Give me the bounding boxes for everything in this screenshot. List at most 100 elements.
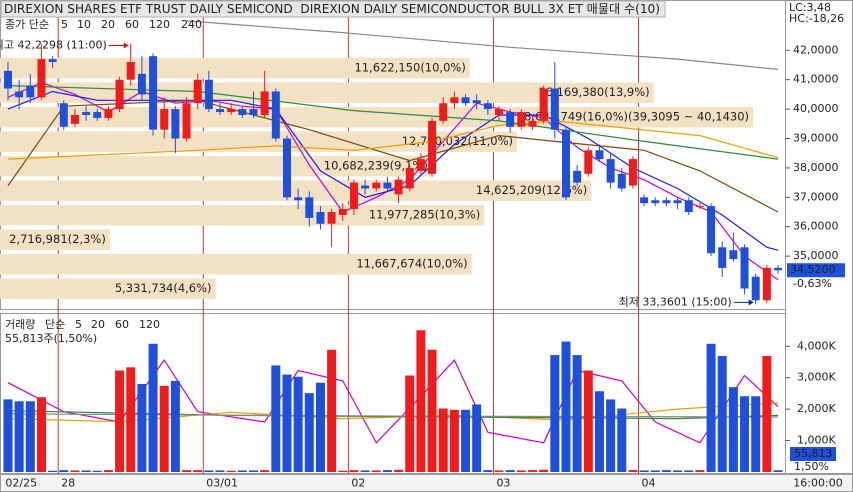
candle-body xyxy=(550,88,559,130)
volume-bar xyxy=(673,470,683,472)
volume-bar xyxy=(751,396,761,472)
volume-bar xyxy=(472,404,482,472)
x-tick-label: 04 xyxy=(642,477,656,490)
candle-body xyxy=(483,103,492,110)
volume-bar xyxy=(561,341,571,472)
profile-bar xyxy=(0,278,216,299)
profile-bar xyxy=(0,229,110,250)
candle-body xyxy=(416,159,425,171)
legend-item: 5 xyxy=(61,18,68,31)
volume-bar xyxy=(706,343,716,472)
volume-bar xyxy=(594,391,604,472)
volume-bar xyxy=(550,355,560,472)
candle-body xyxy=(394,179,403,195)
candle-body xyxy=(461,97,470,104)
candle-body xyxy=(651,200,660,204)
volume-bar xyxy=(427,349,437,472)
volume-bar xyxy=(249,470,258,472)
volume-bar xyxy=(215,470,225,472)
candle-body xyxy=(684,200,693,213)
volume-bar xyxy=(48,470,58,472)
volume-subtitle: 55,813주(1,50%) xyxy=(5,332,97,345)
x-tick-label: 03/01 xyxy=(206,477,238,490)
candle-body xyxy=(3,70,12,89)
candle-body xyxy=(37,59,46,98)
candle-body xyxy=(506,112,515,127)
last-price-box xyxy=(787,263,845,278)
volume-bar xyxy=(36,397,46,472)
candle-body xyxy=(673,200,682,204)
candle-body xyxy=(450,97,459,104)
candle-body xyxy=(517,112,526,127)
candle-body xyxy=(573,170,582,183)
volume-bar xyxy=(438,408,448,472)
candle-body xyxy=(662,200,671,204)
volume-bar xyxy=(226,470,236,472)
candle-body xyxy=(104,109,113,118)
candle-body xyxy=(216,109,225,113)
volume-bar xyxy=(528,470,537,472)
volume-bar xyxy=(639,470,649,472)
volume-bar xyxy=(59,470,69,472)
volume-bar xyxy=(14,401,24,472)
volume-bar xyxy=(494,470,504,472)
y-tick-label: 3,000K xyxy=(797,371,836,384)
volume-bar xyxy=(304,393,314,472)
candle-body xyxy=(561,129,570,198)
volume-bar xyxy=(461,409,471,472)
candle-body xyxy=(774,267,783,271)
legend-item: 120 xyxy=(139,318,160,331)
volume-bar xyxy=(449,409,459,472)
volume-bar xyxy=(338,470,348,472)
candle-body xyxy=(751,276,760,301)
candle-body xyxy=(160,109,169,130)
profile-bar xyxy=(0,82,654,103)
volume-bar xyxy=(315,382,325,472)
volume-bar xyxy=(81,470,91,472)
volume-bar xyxy=(628,470,638,472)
volume-bar xyxy=(505,470,515,472)
x-tick-label: 02 xyxy=(351,477,365,490)
candle-body xyxy=(70,114,79,124)
candle-body xyxy=(729,250,738,260)
hc-label: HC:-18,26 xyxy=(789,12,844,25)
y-tick-label: 1,000K xyxy=(797,434,836,447)
moving-average xyxy=(7,81,779,281)
candle-body xyxy=(762,267,771,301)
candle-body xyxy=(26,85,35,98)
legend-item: 10 xyxy=(77,18,91,31)
candle-body xyxy=(640,197,649,204)
candle-body xyxy=(137,73,146,95)
volume-bar xyxy=(773,470,783,472)
time-axis-frame xyxy=(0,474,853,492)
volume-bar xyxy=(583,370,593,472)
legend-prefix: 종가 단순 xyxy=(5,18,49,31)
profile-label: 10,682,239(9,1%) xyxy=(324,159,428,173)
candle-body xyxy=(93,112,102,118)
volume-bar xyxy=(516,470,526,472)
volume-bar xyxy=(271,365,281,472)
y-tick-label: 42,0000 xyxy=(793,43,839,56)
volume-bar xyxy=(137,384,147,472)
volume-bar xyxy=(70,470,80,472)
candle-body xyxy=(539,88,548,121)
high-arrowhead xyxy=(123,42,129,49)
y-tick-label: 39,0000 xyxy=(793,132,839,145)
candle-body xyxy=(606,159,615,183)
legend-item: 5 xyxy=(75,318,82,331)
volume-bar xyxy=(349,470,359,472)
volume-change: 1,50% xyxy=(794,460,829,473)
volume-legend-prefix: 단순 xyxy=(45,318,65,331)
y-tick-label: 4,000K xyxy=(797,339,836,352)
candle-body xyxy=(260,91,269,115)
volume-bar xyxy=(182,470,192,472)
candle-body xyxy=(740,247,749,289)
x-tick-label: 03 xyxy=(496,477,510,490)
candle-body xyxy=(338,209,347,215)
candle-body xyxy=(227,109,236,113)
candle-body xyxy=(327,212,336,224)
volume-bar xyxy=(684,470,694,472)
volume-bar xyxy=(762,356,772,472)
profile-label: 2,716,981(2,3%) xyxy=(9,232,106,246)
volume-bar xyxy=(483,470,493,472)
